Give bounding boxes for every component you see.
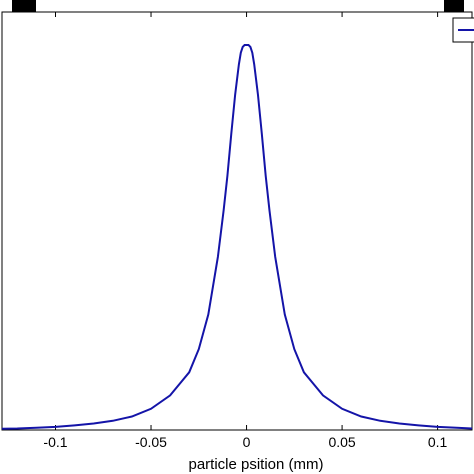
- x-axis: -0.1 -0.05 0 0.05 0.1: [43, 12, 448, 450]
- x-tick-label: -0.1: [43, 434, 67, 450]
- x-tick-label: 0.05: [328, 434, 355, 450]
- x-tick-label: -0.05: [135, 434, 167, 450]
- title-fragment: [12, 0, 464, 12]
- x-axis-label: particle psition (mm): [188, 456, 323, 473]
- x-tick-label: 0.1: [428, 434, 448, 450]
- x-tick-label: 0: [243, 434, 251, 450]
- series-line: [1, 44, 473, 430]
- legend: [452, 17, 474, 43]
